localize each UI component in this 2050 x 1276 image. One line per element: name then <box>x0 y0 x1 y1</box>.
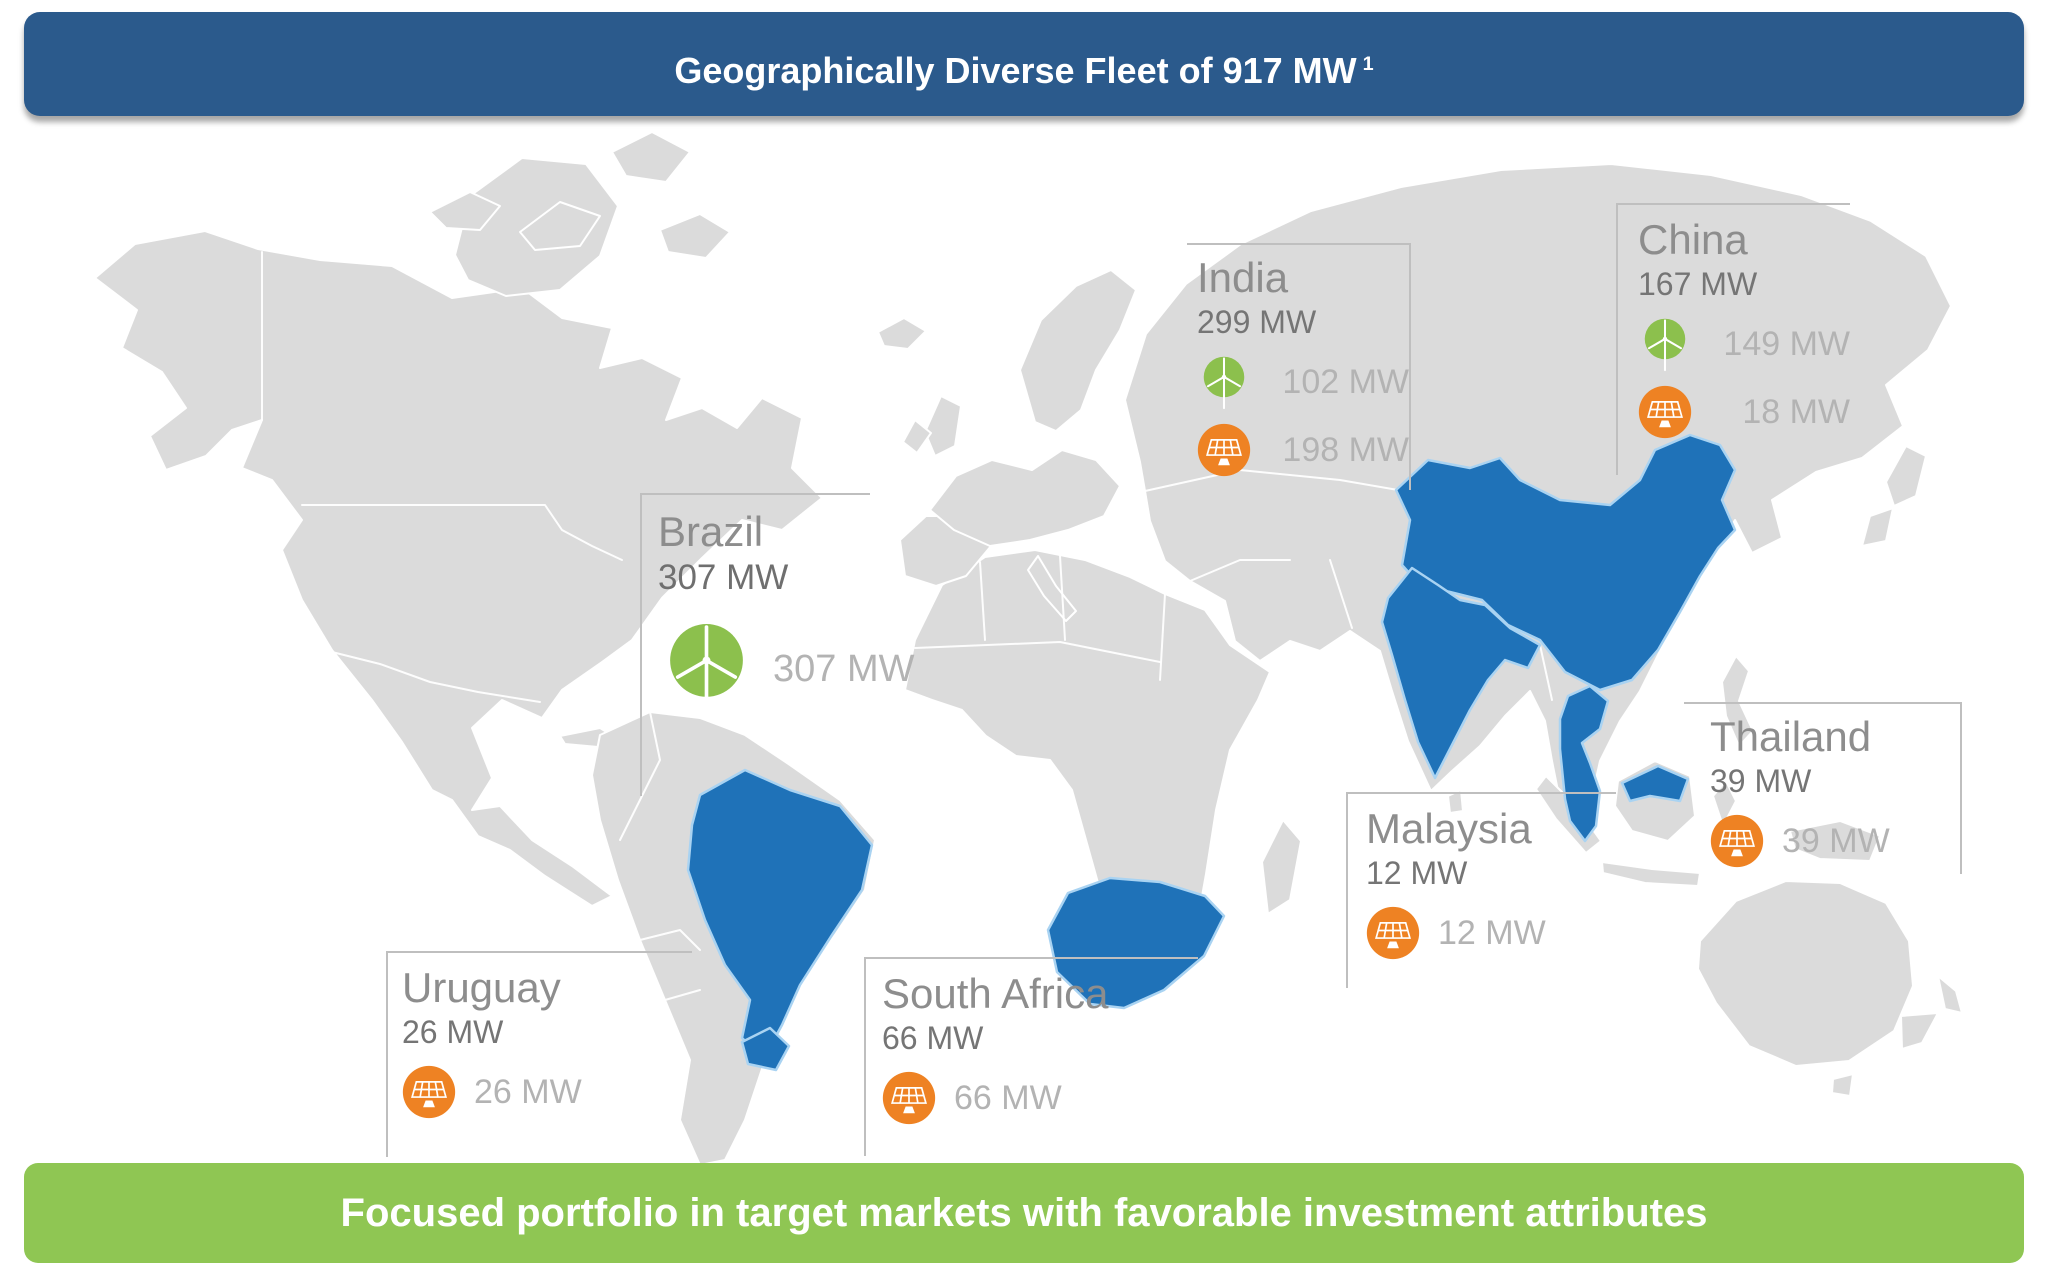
highlighted-countries <box>686 433 1737 1072</box>
callout-malaysia: Malaysia 12 MW 12 MW <box>1346 792 1616 988</box>
country-shape-malaysia-borneo <box>1620 764 1690 803</box>
country-total-capacity: 26 MW <box>402 1014 504 1051</box>
solar-capacity-value: 66 MW <box>954 1078 1062 1117</box>
solar-capacity-value: 26 MW <box>474 1072 582 1111</box>
australia-shape <box>1697 880 1914 1067</box>
country-total-capacity: 39 MW <box>1710 763 1812 800</box>
solar-capacity-row: 66 MW <box>882 1071 1198 1125</box>
solar-capacity-row: 18 MW <box>1638 385 1850 439</box>
footnote-marker: 1 <box>1362 53 1374 75</box>
callout-brazil: Brazil 307 MW 307 MW <box>640 493 914 796</box>
scandinavia-shape <box>1019 269 1137 432</box>
japan-shape <box>1885 445 1927 507</box>
country-name: South Africa <box>882 970 1109 1017</box>
country-name: Malaysia <box>1366 805 1532 852</box>
madagascar-shape <box>1261 819 1302 915</box>
wind-capacity-row: 307 MW <box>658 621 914 718</box>
solar-capacity-value: 18 MW <box>1742 392 1850 431</box>
wind-turbine-icon <box>1197 355 1251 410</box>
europe-shape <box>929 449 1121 547</box>
solar-panel-icon <box>1197 423 1251 477</box>
country-total-capacity: 12 MW <box>1366 855 1468 892</box>
country-total-capacity: 307 MW <box>658 558 789 598</box>
solar-capacity-row: 198 MW <box>1197 423 1409 477</box>
country-shape-south-africa <box>1046 876 1226 1010</box>
java-shape <box>1601 861 1701 887</box>
country-name: Thailand <box>1710 713 1872 760</box>
solar-capacity-row: 39 MW <box>1710 814 1948 868</box>
callout-south-africa: South Africa 66 MW 66 MW <box>864 957 1198 1156</box>
callout-china: China 167 MW 149 MW 18 MW <box>1616 203 1850 475</box>
solar-capacity-value: 12 MW <box>1438 913 1546 952</box>
country-shape-india <box>1380 566 1542 780</box>
solar-capacity-value: 198 MW <box>1282 430 1409 469</box>
solar-panel-icon <box>1638 385 1692 439</box>
wind-capacity-row: 102 MW <box>1197 355 1409 410</box>
country-shape-thailand-malaysia <box>1558 684 1610 843</box>
country-borders <box>261 251 1553 1001</box>
wind-capacity-value: 149 MW <box>1723 324 1850 363</box>
callout-india: India 299 MW 102 MW 198 MW <box>1187 243 1411 490</box>
country-total-capacity: 167 MW <box>1638 266 1758 303</box>
uk-shape <box>924 395 962 457</box>
solar-capacity-value: 39 MW <box>1782 821 1890 860</box>
tasmania-shape <box>1831 1073 1854 1097</box>
country-shape-brazil <box>686 768 874 1060</box>
wind-turbine-icon <box>658 621 755 718</box>
country-total-capacity: 299 MW <box>1197 304 1317 341</box>
solar-panel-icon <box>1366 906 1420 960</box>
philippines-shape <box>1721 655 1754 747</box>
callout-thailand: Thailand 39 MW 39 MW <box>1684 702 1962 874</box>
country-name: Brazil <box>658 508 764 555</box>
italy-shape <box>1027 555 1077 622</box>
wind-capacity-value: 307 MW <box>773 647 915 690</box>
wind-capacity-row: 149 MW <box>1638 317 1850 372</box>
wind-capacity-value: 102 MW <box>1282 362 1409 401</box>
solar-panel-icon <box>882 1071 936 1125</box>
solar-panel-icon <box>1710 814 1764 868</box>
header-title: Geographically Diverse Fleet of 917 MW <box>674 50 1357 91</box>
new-zealand-shape <box>1937 975 1963 1014</box>
new-guinea-shape <box>1789 820 1881 862</box>
country-shape-uruguay <box>740 1026 791 1072</box>
footer-banner: Focused portfolio in target markets with… <box>24 1163 2024 1263</box>
country-shape-china <box>1394 433 1737 692</box>
country-total-capacity: 66 MW <box>882 1020 984 1057</box>
solar-capacity-row: 26 MW <box>402 1065 692 1119</box>
country-name: China <box>1638 216 1748 263</box>
footer-text: Focused portfolio in target markets with… <box>340 1191 1708 1235</box>
callout-uruguay: Uruguay 26 MW 26 MW <box>386 951 692 1157</box>
solar-panel-icon <box>402 1065 456 1119</box>
solar-capacity-row: 12 MW <box>1366 906 1616 960</box>
north-america-shape <box>94 230 823 907</box>
country-name: India <box>1197 254 1289 301</box>
country-name: Uruguay <box>402 964 561 1011</box>
iceland-shape <box>877 317 927 350</box>
header-banner: Geographically Diverse Fleet of 917 MW 1 <box>24 12 2024 116</box>
wind-turbine-icon <box>1638 317 1692 372</box>
